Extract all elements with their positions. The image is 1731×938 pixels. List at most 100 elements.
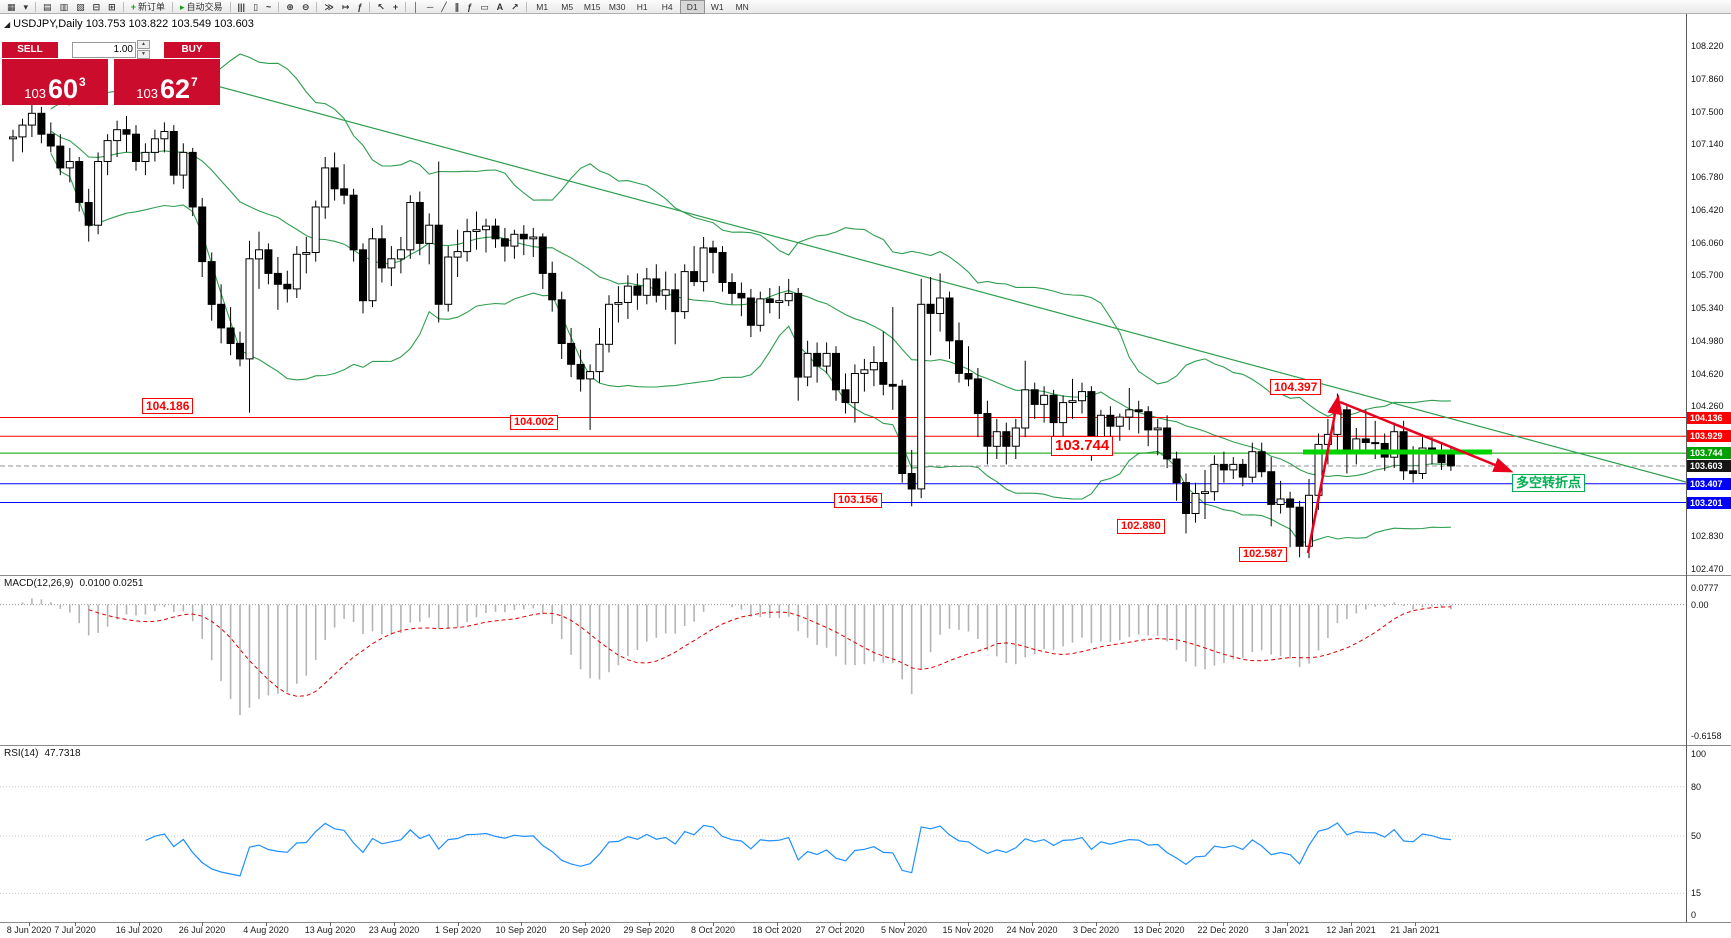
cursor-icon: ↖ [377,1,385,12]
text-button[interactable]: A [493,0,508,14]
time-axis-label: 27 Oct 2020 [815,925,865,935]
timeframe-h4-button[interactable]: H4 [661,1,673,12]
candle-chart-button[interactable]: ▯ [249,0,262,14]
price-scale-label: 106.060 [1691,237,1724,248]
time-axis-label: 4 Aug 2020 [243,925,289,935]
buy-price-button[interactable]: 103 62 7 [114,59,220,105]
timeframe-m1-button[interactable]: M1 [536,1,549,12]
line-chart-icon: ~ [266,1,272,12]
indicators-button[interactable]: ƒ [353,0,366,14]
data-window-button[interactable]: ▥ [56,0,73,14]
time-tick [1287,922,1288,926]
market-watch-button[interactable]: ▤ [39,0,56,14]
chart-text-label[interactable]: 104.002 [510,415,558,431]
time-axis-label: 8 Jun 2020 [6,925,52,935]
time-axis-label: 21 Jan 2021 [1390,925,1440,935]
trendline-icon: ╱ [441,1,447,12]
time-axis-label: 23 Aug 2020 [368,925,420,935]
rsi-label: RSI(14) 47.7318 [4,748,81,759]
timeframe-m15-button[interactable]: M15 [583,1,601,12]
horizontal-lines [0,417,1686,503]
lot-increase-button[interactable]: ▲ [137,40,150,49]
price-scale-label: 102.830 [1691,531,1724,542]
macd-panel-separator [0,575,1731,576]
zoom-in-button[interactable]: ⊕ [282,0,298,14]
chart-dropdown-button[interactable]: ▾ [20,0,33,14]
horizontal-line-button[interactable]: ─ [423,0,437,14]
sell-button[interactable]: SELL [2,41,58,58]
toolbar-separator [405,1,407,12]
chart-text-label[interactable]: 102.880 [1117,519,1165,535]
rsi-scale-label: 15 [1691,888,1702,899]
sell-price-button[interactable]: 103 60 3 [2,59,108,105]
crosshair-button[interactable]: + [389,0,402,14]
rsi-scale-label: 100 [1691,749,1707,759]
time-axis-label: 24 Nov 2020 [1006,925,1058,935]
horizontal-line-icon: ─ [426,1,434,12]
timeframe-h1-button[interactable]: H1 [636,1,648,12]
timeframe-mn-button[interactable]: MN [735,1,749,12]
chart-text-label[interactable]: 103.744 [1051,436,1114,456]
new-order-button[interactable]: + 新订单 [127,0,169,14]
timeframe-m5-button[interactable]: M5 [561,1,574,12]
chart-text-label[interactable]: 104.186 [142,398,194,415]
buy-button[interactable]: BUY [164,41,220,58]
lot-decrease-button[interactable]: ▼ [137,50,150,59]
navigator-button[interactable]: ▧ [72,0,89,14]
terminal-icon: ⊟ [92,1,101,12]
time-axis-label: 26 Jul 2020 [178,925,226,935]
strategy-tester-button[interactable]: ⊞ [104,0,120,14]
price-scale-label: 106.780 [1691,172,1724,182]
chart-shift-icon: ↦ [341,1,350,12]
macd-label: MACD(12,26,9) 0.0100 0.0251 [4,578,144,589]
chart-text-label[interactable]: 多空转折点 [1512,474,1586,492]
toolbar-separator [229,1,231,12]
price-scale-label: 105.340 [1691,303,1724,313]
timeframe-w1-button[interactable]: W1 [710,1,724,12]
chart-text-label[interactable]: 104.397 [1270,379,1322,396]
chart-symbol-header: ◢ USDJPY,Daily 103.753 103.822 103.549 10… [4,18,254,30]
price-scale-label: 105.700 [1691,270,1724,281]
shapes-icon: ▭ [480,1,489,12]
time-axis-label: 13 Dec 2020 [1133,925,1185,935]
terminal-button[interactable]: ⊟ [89,0,105,14]
shapes-button[interactable]: ▭ [476,0,493,14]
line-chart-button[interactable]: ~ [262,0,275,14]
time-tick [1159,922,1160,926]
autotrading-button[interactable]: ▸ 自动交易 [176,0,227,14]
toolbar: ▦ ▾ ▤ ▥ ▧ ⊟ ⊞ + 新订单 ▸ 自动交易 ||| ▯ ~ ⊕ ⊖ ≫ ↦ ƒ ↖ + │ ─ ╱ ∥ ƒ ▭ A ↗ M1 M5… [0,0,1731,14]
rsi-panel [0,786,1686,894]
price-scale-label: 107.500 [1691,106,1724,117]
macd-scale-label: -0.6158 [1691,731,1722,741]
time-tick [1223,922,1224,926]
zoom-out-button[interactable]: ⊖ [298,0,314,14]
macd-scale-label: 0.0777 [1691,583,1719,593]
fibonacci-button[interactable]: ƒ [463,0,476,14]
autotrading-label: 自动交易 [186,1,223,12]
timeframe-d1-button[interactable]: D1 [679,0,705,14]
time-tick [840,922,841,926]
lot-size-input[interactable] [72,41,136,58]
bar-chart-button[interactable]: ||| [234,0,250,14]
arrow-button[interactable]: ↗ [507,0,523,14]
auto-scroll-button[interactable]: ≫ [320,0,337,14]
chart-text-label[interactable]: 103.156 [834,493,882,509]
chart-text-label[interactable]: 102.587 [1239,547,1287,563]
time-axis-label: 7 Jul 2020 [54,925,96,935]
price-tag: 103.744 [1687,447,1731,460]
channel-button[interactable]: ∥ [451,0,464,14]
chart-shift-button[interactable]: ↦ [338,0,354,14]
cursor-button[interactable]: ↖ [373,0,389,14]
timeframe-m30-button[interactable]: M30 [608,1,626,12]
new-chart-button[interactable]: ▦ [3,0,20,14]
buy-price-prefix: 103 [136,86,158,101]
trendline-button[interactable]: ╱ [437,0,450,14]
price-tag: 104.136 [1687,411,1731,424]
market-watch-icon: ▤ [43,1,52,12]
time-tick [521,922,522,926]
text-icon: A [496,1,504,12]
time-axis-label: 20 Sep 2020 [559,925,611,935]
time-axis-label: 15 Nov 2020 [942,925,994,935]
vertical-line-button[interactable]: │ [409,0,423,14]
